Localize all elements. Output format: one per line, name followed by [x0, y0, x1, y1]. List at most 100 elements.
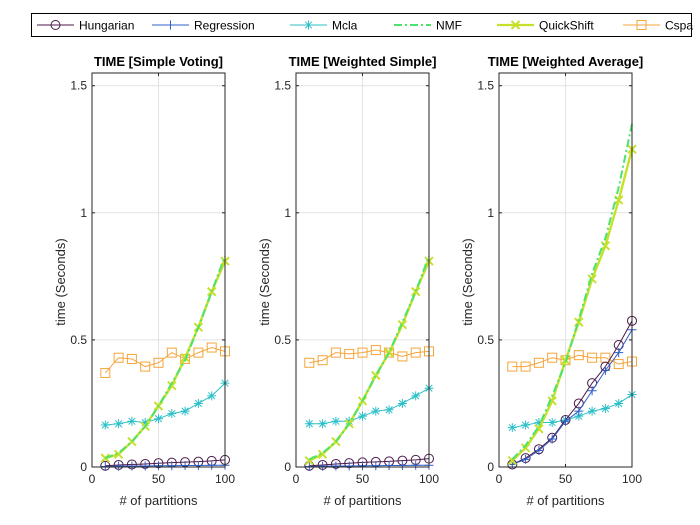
- legend-marker-cspa: [636, 20, 647, 30]
- data-point-cspa: [547, 352, 558, 363]
- data-point-mcla: [193, 398, 203, 408]
- data-point-cspa: [507, 361, 518, 372]
- x-tick-label: 0: [496, 472, 503, 486]
- legend: Hungarian Regression Mcla NMF QuickShift Cspa: [31, 13, 693, 37]
- data-point-mcla: [600, 404, 610, 414]
- legend-entry-mcla: Mcla: [290, 19, 358, 33]
- y-tick-label: 0.5: [70, 333, 87, 347]
- data-point-mcla: [384, 405, 394, 415]
- data-point-mcla: [331, 416, 341, 426]
- data-point-cspa: [180, 353, 191, 364]
- data-point-cspa: [304, 357, 315, 368]
- x-axis-label: # of partitions: [526, 493, 605, 508]
- series-regression: [304, 460, 434, 471]
- data-point-quickshift: [520, 443, 531, 453]
- data-point-regression: [411, 460, 421, 470]
- data-point-regression: [140, 461, 150, 471]
- data-point-cspa: [193, 347, 204, 358]
- x-tick-label: 100: [622, 472, 642, 486]
- series-line-nmf: [104, 255, 226, 460]
- data-point-regression: [561, 416, 570, 426]
- data-point-mcla: [127, 416, 137, 426]
- data-point-regression: [574, 406, 584, 416]
- legend-label-mcla: Mcla: [332, 19, 358, 33]
- series-nmf: [104, 255, 226, 460]
- data-point-quickshift: [206, 286, 217, 297]
- chart-title: TIME [Weighted Average]: [488, 54, 644, 69]
- series-line-hungarian: [309, 458, 430, 467]
- data-point-regression: [100, 461, 110, 471]
- data-point-cspa: [126, 353, 137, 364]
- y-tick-label: 0.5: [274, 333, 291, 347]
- series-line-regression: [105, 464, 225, 467]
- data-point-regression: [371, 461, 381, 471]
- data-point-mcla: [114, 419, 124, 429]
- series-nmf: [511, 123, 633, 461]
- data-point-cspa: [357, 347, 368, 358]
- data-point-regression: [344, 461, 354, 471]
- series-line-mcla: [105, 382, 226, 426]
- data-point-mcla: [547, 418, 557, 428]
- data-point-regression: [534, 445, 544, 455]
- series-line-mcla: [512, 394, 633, 429]
- data-point-regression: [384, 460, 394, 470]
- data-point-cspa: [410, 347, 421, 358]
- legend-label-quickshift: QuickShift: [539, 19, 594, 33]
- y-tick-label: 0.5: [477, 333, 494, 347]
- data-point-cspa: [113, 352, 124, 363]
- legend-entry-quickshift: QuickShift: [497, 19, 594, 33]
- legend-label-nmf: NMF: [436, 19, 462, 33]
- data-point-cspa: [153, 357, 164, 368]
- series-line-mcla: [309, 387, 430, 425]
- data-point-regression: [587, 386, 597, 396]
- data-point-mcla: [100, 420, 110, 430]
- y-tick-label: 1: [284, 206, 291, 220]
- data-point-regression: [521, 454, 531, 464]
- y-axis-label: time (Seconds): [257, 238, 272, 325]
- data-point-cspa: [100, 367, 111, 378]
- data-point-regression: [331, 461, 341, 471]
- series-line-cspa: [309, 349, 430, 364]
- y-axis-label: time (Seconds): [53, 238, 68, 325]
- y-tick-label: 0: [284, 460, 291, 474]
- x-axis-label: # of partitions: [323, 493, 402, 508]
- data-point-cspa: [587, 352, 598, 363]
- data-point-cspa: [166, 347, 177, 358]
- data-point-mcla: [344, 416, 354, 426]
- x-tick-label: 100: [215, 472, 235, 486]
- data-point-cspa: [397, 351, 408, 362]
- series-line-hungarian: [105, 459, 226, 467]
- legend-entry-regression: Regression: [152, 19, 255, 33]
- series-nmf: [308, 255, 430, 461]
- legend-marker-regression: [166, 20, 175, 30]
- data-point-cspa: [613, 359, 624, 370]
- data-point-cspa: [533, 357, 544, 368]
- data-point-mcla: [140, 418, 150, 428]
- data-point-mcla: [574, 411, 584, 421]
- data-point-regression: [193, 460, 203, 470]
- data-point-mcla: [521, 420, 531, 430]
- series-line-nmf: [308, 255, 430, 461]
- legend-box: [31, 13, 692, 37]
- data-point-regression: [600, 365, 610, 375]
- legend-label-hungarian: Hungarian: [79, 19, 134, 33]
- data-point-mcla: [587, 406, 597, 416]
- x-tick-label: 50: [152, 472, 166, 486]
- data-point-regression: [304, 461, 314, 471]
- data-point-cspa: [384, 347, 395, 358]
- data-point-mcla: [358, 411, 367, 421]
- data-point-regression: [547, 434, 557, 444]
- data-point-mcla: [411, 391, 421, 401]
- data-point-quickshift: [100, 453, 111, 463]
- y-tick-label: 0: [487, 460, 494, 474]
- legend-entry-hungarian: Hungarian: [37, 19, 134, 33]
- data-point-mcla: [207, 391, 217, 401]
- data-point-mcla: [534, 418, 544, 428]
- series-regression: [100, 460, 230, 471]
- series-line-regression: [309, 464, 429, 467]
- y-tick-label: 1.5: [274, 79, 291, 93]
- y-tick-label: 0: [80, 460, 87, 474]
- data-point-regression: [127, 461, 137, 471]
